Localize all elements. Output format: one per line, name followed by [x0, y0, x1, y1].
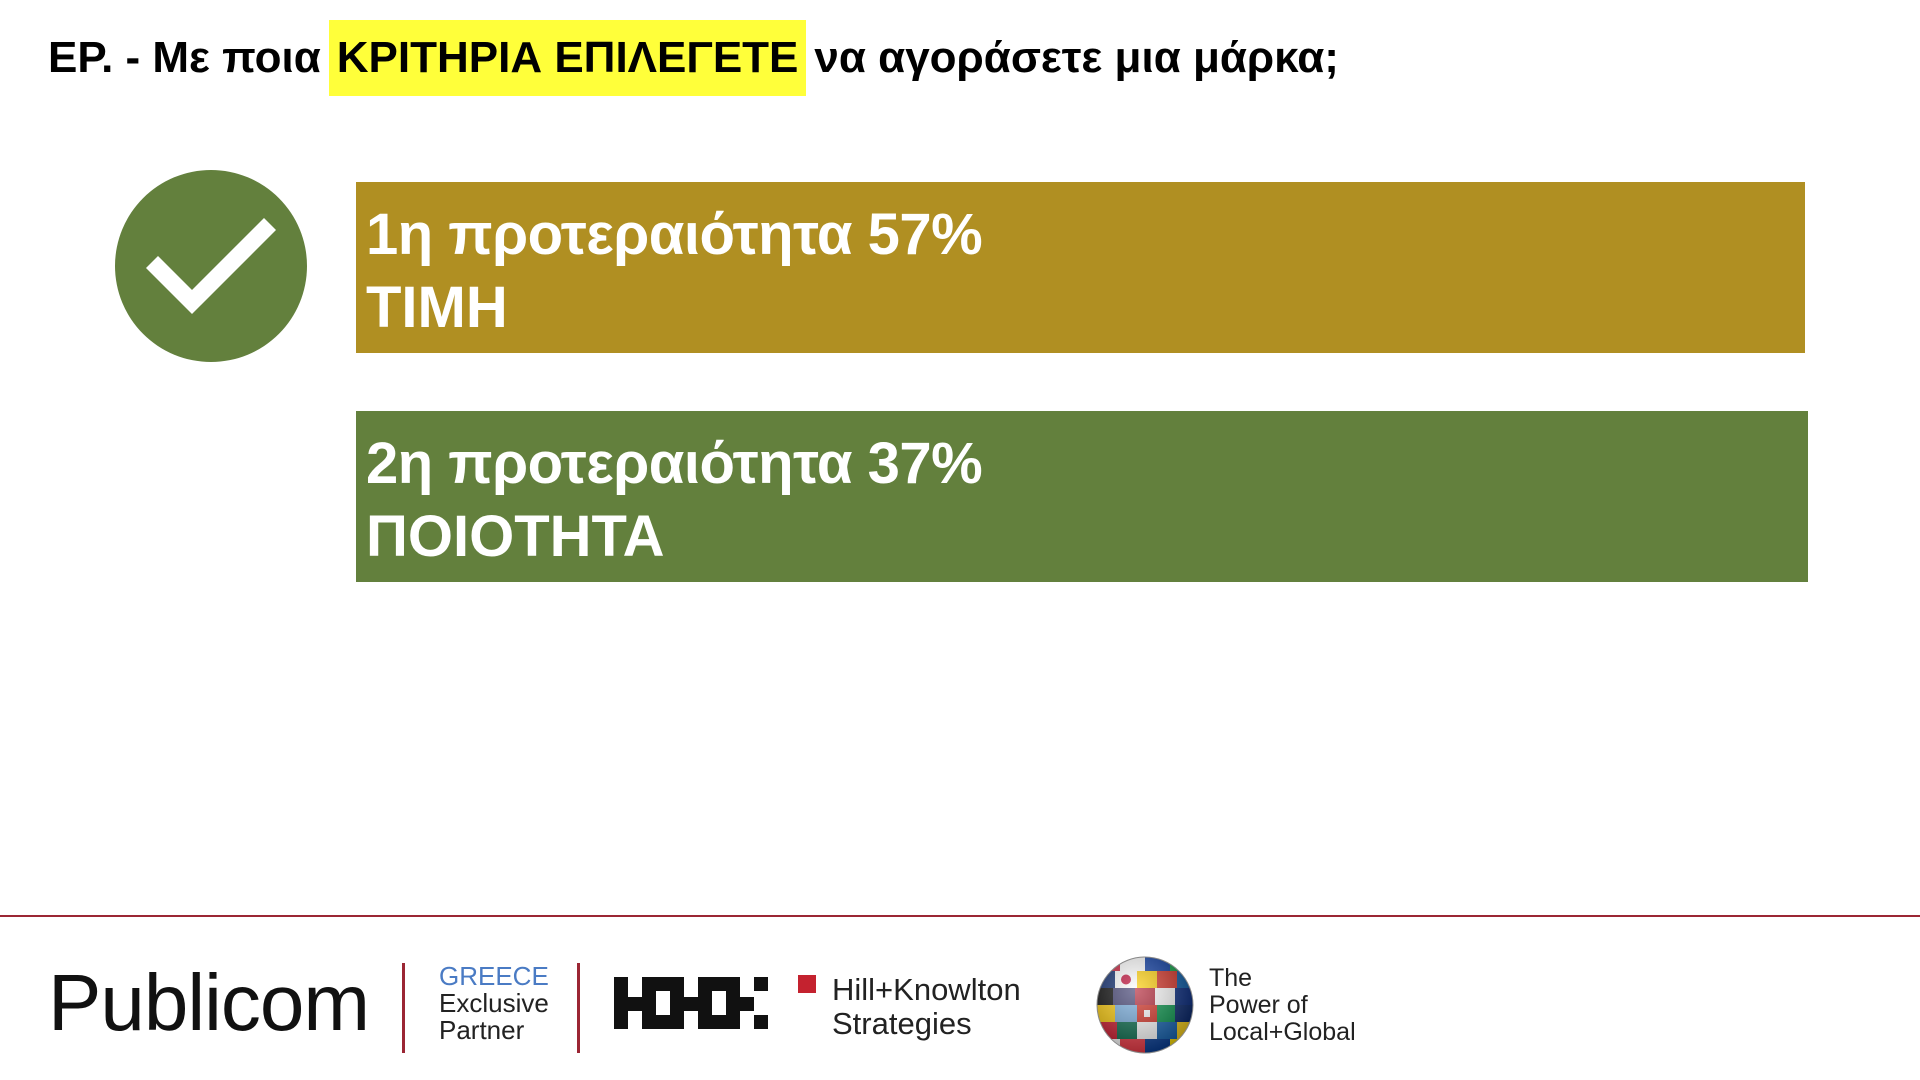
partner-label: GREECE Exclusive Partner	[439, 963, 549, 1044]
footer-separator	[402, 963, 405, 1053]
checkmark-icon	[146, 217, 276, 315]
question-title: ΕΡ. - Με ποια ΚΡΙΤΗΡΙΑ ΕΠΙΛΕΓΕΤΕ να αγορ…	[48, 20, 1339, 96]
footer: Publicom GREECE Exclusive Partner	[0, 917, 1920, 1080]
hill-knowlton-name: Hill+Knowlton Strategies	[832, 973, 1021, 1041]
priority-bar-2: 2η προτεραιότητα 37% ΠΟΙΟΤΗΤΑ	[356, 411, 1808, 582]
hk-line1: Hill+Knowlton	[832, 972, 1021, 1007]
hill-knowlton-logo-mark	[614, 975, 816, 1029]
tagline-line1: The	[1209, 964, 1253, 992]
checkmark-badge	[115, 170, 307, 362]
footer-separator	[577, 963, 580, 1053]
priority-1-label: ΤΙΜΗ	[366, 275, 508, 340]
tagline: The Power of Local+Global	[1209, 965, 1356, 1046]
tagline-line2: Power of	[1209, 991, 1308, 1019]
footer-divider	[0, 915, 1920, 917]
tagline-line3: Local+Global	[1209, 1018, 1356, 1046]
priority-1-heading: 1η προτεραιότητα 57%	[366, 202, 983, 267]
priority-2-label: ΠΟΙΟΤΗΤΑ	[366, 504, 665, 569]
partner-line1: Exclusive	[439, 988, 549, 1018]
priority-2-heading: 2η προτεραιότητα 37%	[366, 431, 983, 496]
question-highlight: ΚΡΙΤΗΡΙΑ ΕΠΙΛΕΓΕΤΕ	[328, 20, 807, 96]
hk-line2: Strategies	[832, 1006, 972, 1041]
partner-country: GREECE	[439, 961, 549, 991]
priority-bar-1: 1η προτεραιότητα 57% ΤΙΜΗ	[356, 182, 1805, 353]
question-suffix: να αγοράσετε μια μάρκα;	[814, 33, 1339, 82]
flag-globe-icon	[1096, 956, 1194, 1054]
question-prefix: ΕΡ. - Με ποια	[48, 33, 321, 82]
partner-line2: Partner	[439, 1015, 525, 1045]
publicom-logo: Publicom	[48, 958, 370, 1047]
